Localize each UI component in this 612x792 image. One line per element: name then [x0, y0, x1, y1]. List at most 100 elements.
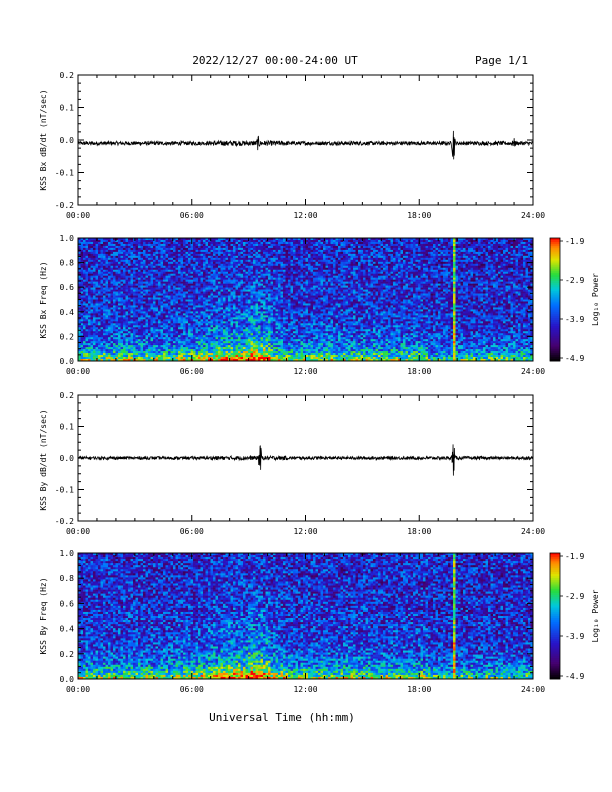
spectrogram-cell [108, 337, 111, 339]
spectrogram-cell [166, 294, 169, 296]
spectrogram-cell [133, 264, 136, 266]
spectrogram-cell [256, 305, 259, 307]
spectrogram-cell [191, 303, 194, 305]
spectrogram-cell [213, 323, 216, 325]
spectrogram-cell [218, 300, 221, 302]
spectrogram-cell [201, 331, 204, 333]
spectrogram-cell [88, 260, 91, 262]
spectrogram-cell [223, 319, 226, 321]
spectrogram-cell [153, 252, 156, 254]
spectrogram-cell [93, 337, 96, 339]
spectrogram-cell [88, 315, 91, 317]
spectrogram-cell [101, 258, 104, 260]
spectrogram-cell [86, 296, 89, 298]
spectrogram-cell [148, 252, 151, 254]
spectrogram-cell [263, 345, 266, 347]
spectrogram-cell [88, 272, 91, 274]
spectrogram-cell [246, 341, 249, 343]
spectrogram-cell [241, 300, 244, 302]
spectrogram-cell [103, 351, 106, 353]
spectrogram-cell [101, 355, 104, 357]
spectrogram-cell [108, 246, 111, 248]
spectrogram-cell [96, 276, 99, 278]
spectrogram-cell [258, 337, 261, 339]
spectrogram-cell [148, 313, 151, 315]
spectrogram-cell [123, 280, 126, 282]
spectrogram-cell [153, 246, 156, 248]
spectrogram-cell [191, 331, 194, 333]
spectrogram-cell [243, 284, 246, 286]
spectrogram-cell [151, 329, 154, 331]
spectrogram-cell [106, 284, 109, 286]
spectrogram-cell [111, 292, 114, 294]
spectrogram-cell [228, 286, 231, 288]
spectrogram-cell [221, 305, 224, 307]
spectrogram-cell [216, 327, 219, 329]
spectrogram-cell [246, 339, 249, 341]
spectrogram-cell [113, 349, 116, 351]
spectrogram-cell [206, 309, 209, 311]
spectrogram-cell [111, 254, 114, 256]
spectrogram-cell [183, 333, 186, 335]
spectrogram-cell [191, 313, 194, 315]
spectrogram-cell [176, 303, 179, 305]
spectrogram-cell [186, 262, 189, 264]
spectrogram-cell [198, 339, 201, 341]
spectrogram-cell [213, 252, 216, 254]
spectrogram-cell [173, 284, 176, 286]
spectrogram-cell [196, 321, 199, 323]
spectrogram-cell [203, 343, 206, 345]
spectrogram-cell [208, 260, 211, 262]
spectrogram-cell [181, 244, 184, 246]
spectrogram-cell [193, 321, 196, 323]
spectrogram-cell [236, 264, 239, 266]
spectrogram-cell [203, 323, 206, 325]
spectrogram-cell [141, 254, 144, 256]
spectrogram-cell [141, 347, 144, 349]
spectrogram-cell [241, 256, 244, 258]
spectrogram-cell [186, 286, 189, 288]
spectrogram-cell [228, 327, 231, 329]
spectrogram-cell [246, 292, 249, 294]
spectrogram-cell [248, 272, 251, 274]
spectrogram-cell [193, 347, 196, 349]
spectrogram-cell [166, 311, 169, 313]
spectrogram-cell [156, 337, 159, 339]
spectrogram-cell [143, 270, 146, 272]
spectrogram-cell [148, 250, 151, 252]
spectrogram-cell [271, 276, 274, 278]
spectrogram-cell [176, 252, 179, 254]
spectrogram-cell [201, 317, 204, 319]
spectrogram-cell [136, 286, 139, 288]
spectrogram-cell [121, 337, 124, 339]
spectrogram-cell [223, 298, 226, 300]
spectrogram-cell [91, 280, 94, 282]
spectrogram-cell [231, 260, 234, 262]
spectrogram-cell [178, 353, 181, 355]
spectrogram-cell [171, 345, 174, 347]
spectrogram-cell [93, 351, 96, 353]
spectrogram-cell [168, 276, 171, 278]
spectrogram-cell [256, 311, 259, 313]
spectrogram-cell [113, 292, 116, 294]
spectrogram-cell [156, 321, 159, 323]
spectrogram-cell [271, 264, 274, 266]
spectrogram-cell [141, 250, 144, 252]
spectrogram-cell [138, 270, 141, 272]
spectrogram-cell [191, 284, 194, 286]
spectrogram-cell [266, 282, 269, 284]
spectrogram-cell [183, 242, 186, 244]
spectrogram-cell [176, 280, 179, 282]
spectrogram-cell [268, 300, 271, 302]
spectrogram-cell [163, 351, 166, 353]
spectrogram-cell [146, 244, 149, 246]
spectrogram-cell [133, 290, 136, 292]
spectrogram-cell [223, 294, 226, 296]
spectrogram-cell [206, 313, 209, 315]
spectrogram-cell [186, 272, 189, 274]
spectrogram-cell [206, 284, 209, 286]
spectrogram-cell [148, 294, 151, 296]
spectrogram-cell [233, 333, 236, 335]
spectrogram-cell [236, 246, 239, 248]
spectrogram-cell [121, 242, 124, 244]
